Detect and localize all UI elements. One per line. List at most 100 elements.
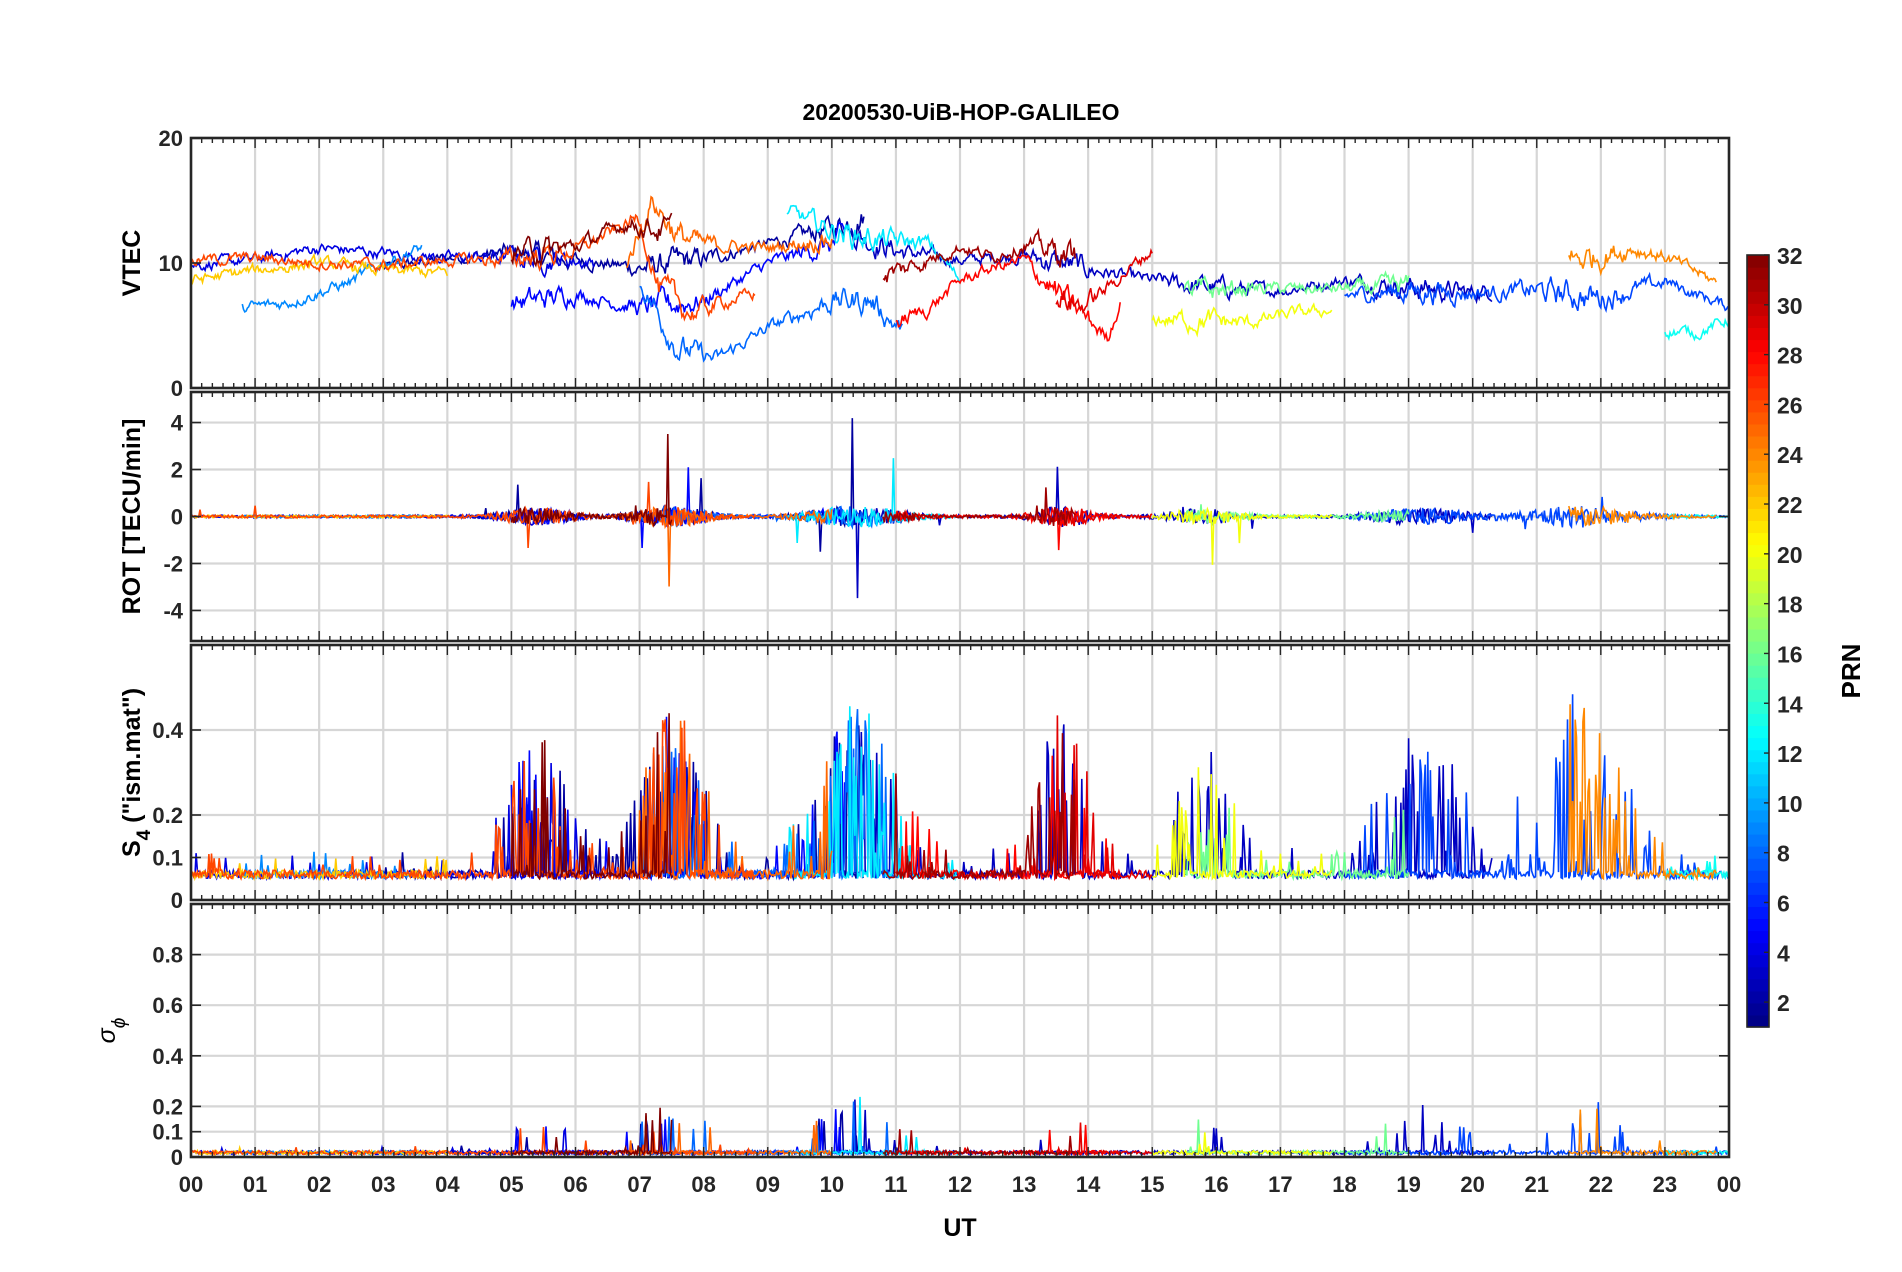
colorbar-segment [1747,761,1769,775]
colorbar-segment [1747,846,1769,859]
colorbar-segment [1747,303,1769,316]
y-tick-label: -4 [163,598,183,623]
series-line-prn-31 [882,733,1077,881]
colorbar-segment [1747,894,1769,907]
y-tick-label: 10 [159,251,183,276]
panel-s4: 0 0.1 0.2 0.4S4 ("ism.mat") [118,643,1731,913]
x-tick-label: 06 [563,1172,587,1197]
series-line-prn-5 [510,221,846,316]
series-line-prn-22 [191,252,449,286]
y-tick-label: 0 [171,376,183,401]
series-line-prn-13 [1664,512,1729,521]
colorbar-tick-label: 6 [1777,890,1790,916]
y-tick-label: 0.2 [152,1094,183,1119]
series-line-prn-31 [882,487,1076,527]
colorbar-segment [1747,785,1769,799]
panel-rot-ylabel: ROT [TECU/min] [118,419,146,615]
x-tick-label: 23 [1653,1172,1677,1197]
x-tick-label: 04 [435,1172,460,1197]
colorbar-segment [1747,484,1769,497]
y-tick-label: 0.8 [152,943,183,968]
y-tick-label: 0.1 [152,846,183,871]
colorbar-segment [1747,966,1769,980]
series-line-prn-20 [1152,767,1333,881]
x-tick-label: 05 [499,1172,523,1197]
colorbar-segment [1747,665,1769,678]
colorbar-segment [1747,809,1769,823]
colorbar-segment [1747,870,1769,883]
colorbar-segment [1747,291,1769,304]
colorbar-segment [1747,797,1769,811]
y-tick-label: 0.4 [152,1044,183,1069]
y-tick-label: 0.2 [152,803,183,828]
series-line-prn-24 [1568,704,1717,882]
panel-rot: -4 -2 0 2 4 ROT [TECU/min] [118,390,1731,643]
series-line-prn-9 [241,244,423,314]
colorbar-segment [1747,604,1769,618]
colorbar-tick-label: 28 [1777,343,1803,369]
x-tick-label: 14 [1076,1172,1101,1197]
panel-sigma-ylabel: σϕ [93,1018,130,1044]
colorbar-segment [1747,435,1769,449]
series-line-prn-26 [191,213,756,322]
colorbar-segment [1747,267,1769,280]
colorbar-segment [1747,387,1769,401]
x-tick-label: 07 [627,1172,651,1197]
colorbar-segment [1747,532,1769,546]
series-line-prn-31 [882,1129,1076,1157]
colorbar-segment [1747,315,1769,328]
colorbar-segment [1747,990,1769,1004]
x-tick-label: 10 [820,1172,844,1197]
colorbar-segment [1747,653,1769,666]
colorbar-segment [1747,737,1769,751]
series-line-prn-31 [882,227,1077,283]
x-tick-label: 01 [243,1172,267,1197]
colorbar-segment [1747,858,1769,871]
x-tick-label: 00 [179,1172,203,1197]
colorbar-segment [1747,279,1769,292]
colorbar-segment [1747,351,1769,365]
colorbar-segment [1747,1002,1769,1016]
series-line-prn-32 [510,713,673,881]
colorbar-tick-label: 18 [1777,592,1803,618]
panel-s4-ticks [190,645,1730,901]
x-tick-label: 03 [371,1172,395,1197]
series-line-prn-24 [1568,504,1717,527]
colorbar-segment [1747,339,1769,353]
series-line-prn-25 [626,506,833,587]
x-axis-label: UT [943,1214,976,1242]
colorbar-segment [1747,821,1769,835]
colorbar-tick-label: 24 [1777,442,1803,468]
colorbar-segment [1747,930,1769,944]
x-axis: 00 01 02 03 04 05 06 07 08 09 10 11 12 13 14 15 16 17 18 19… [179,1172,1741,1197]
colorbar-segment [1747,472,1769,485]
series-line-prn-8 [638,709,904,882]
panel-vtec-ylabel: VTEC [118,230,146,297]
colorbar-segment [1747,327,1769,341]
panel-rot-series [191,418,1729,599]
colorbar-segment [1747,496,1769,509]
x-tick-label: 18 [1332,1172,1356,1197]
y-tick-label: 0.4 [152,718,183,743]
series-line-prn-8 [639,285,903,363]
panel-sigma: 00.10.2 0.4 0.6 0.8 σϕ [93,902,1731,1170]
y-tick-label: 0.1 [152,1120,183,1145]
colorbar-tick-label: 32 [1777,243,1803,269]
series-line-prn-24 [1568,1108,1717,1157]
colorbar-tick-label: 14 [1777,691,1803,717]
chart-title: 20200530-UiB-HOP-GALILEO [803,99,1120,125]
y-tick-label: 0.6 [152,993,183,1018]
y-tick-label: 4 [171,411,184,436]
x-tick-label: 12 [948,1172,972,1197]
panel-vtec-series [191,195,1729,363]
panel-vtec: 0 10 20 VTEC [118,126,1731,401]
x-tick-label: 15 [1140,1172,1164,1197]
panel-vtec-ticks [190,137,1730,389]
colorbar-segment [1747,677,1769,690]
colorbar-tick-label: 22 [1777,492,1803,518]
colorbar-tick-label: 4 [1777,940,1790,966]
y-tick-label: -2 [163,551,183,576]
